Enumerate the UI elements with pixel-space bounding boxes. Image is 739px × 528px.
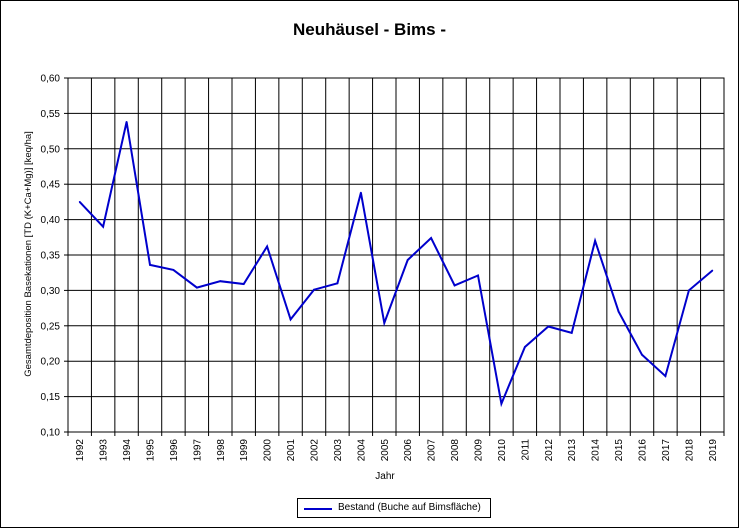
data-point xyxy=(172,268,175,271)
y-tick-label: 0,45 xyxy=(41,180,61,191)
data-point xyxy=(313,288,315,291)
x-tick-label: 1998 xyxy=(216,439,227,462)
y-tick-label: 0,25 xyxy=(41,321,61,332)
data-point xyxy=(336,282,339,285)
data-point xyxy=(453,284,456,287)
data-point xyxy=(266,245,269,248)
data-point xyxy=(500,402,503,405)
x-tick-label: 2002 xyxy=(310,439,321,462)
data-point xyxy=(594,239,597,242)
x-tick-labels: 1992 1993 1994 1995 1996 1997 1998 1999 2000 2001… xyxy=(75,439,719,462)
x-tick-label: 1997 xyxy=(192,439,203,462)
x-tick-label: 2001 xyxy=(286,439,297,462)
data-point xyxy=(430,237,433,239)
y-tick-label: 0,55 xyxy=(41,109,61,120)
x-axis-label: Jahr xyxy=(375,471,395,482)
data-point xyxy=(359,191,362,194)
y-tick-label: 0,10 xyxy=(41,428,61,439)
data-point xyxy=(195,286,198,289)
x-tick-label: 2000 xyxy=(263,439,274,462)
x-tick-label: 2009 xyxy=(474,439,485,462)
x-tick-label: 2010 xyxy=(497,439,508,462)
x-tick-label: 2019 xyxy=(708,439,719,462)
data-point xyxy=(570,331,573,334)
grid-layer xyxy=(64,77,725,436)
data-point xyxy=(78,201,81,203)
data-point xyxy=(523,346,526,348)
x-tick-label: 2017 xyxy=(661,439,672,462)
x-tick-label: 1993 xyxy=(99,439,110,462)
chart-title: Neuhäusel - Bims - xyxy=(292,20,447,39)
data-point xyxy=(125,120,128,123)
y-tick-label: 0,20 xyxy=(41,357,61,368)
y-tick-label: 0,60 xyxy=(41,74,61,85)
y-tick-label: 0,30 xyxy=(41,286,61,297)
x-tick-label: 2014 xyxy=(591,439,602,462)
y-tick-label: 0,50 xyxy=(41,144,61,155)
data-point xyxy=(102,225,105,228)
x-tick-label: 2013 xyxy=(567,439,578,462)
data-point xyxy=(289,318,292,321)
x-tick-label: 2007 xyxy=(427,439,438,462)
x-tick-label: 2018 xyxy=(684,439,695,462)
y-tick-label: 0,40 xyxy=(41,215,61,226)
series-line xyxy=(78,121,713,408)
data-point xyxy=(242,283,245,285)
data-point xyxy=(687,289,690,292)
y-tick-label: 0,15 xyxy=(41,392,61,403)
x-tick-label: 2008 xyxy=(450,439,461,462)
x-tick-label: 2003 xyxy=(333,439,344,462)
data-point xyxy=(711,269,714,272)
legend-line-swatch xyxy=(304,508,332,510)
x-tick-label: 1992 xyxy=(75,439,86,462)
x-tick-label: 1995 xyxy=(146,439,157,462)
legend-label: Bestand (Buche auf Bimsfläche) xyxy=(338,502,481,513)
x-tick-label: 2006 xyxy=(403,439,414,462)
series-layer xyxy=(78,120,714,408)
data-point xyxy=(617,310,620,313)
x-tick-label: 2011 xyxy=(520,439,531,461)
y-tick-labels: 0,10 0,15 0,20 0,25 0,30 0,35 0,40 0,45 0,50 0,55… xyxy=(41,74,61,439)
data-point xyxy=(641,353,643,356)
x-tick-label: 2016 xyxy=(638,439,649,462)
data-point xyxy=(477,274,479,277)
y-tick-label: 0,35 xyxy=(41,251,61,262)
x-tick-label: 2012 xyxy=(544,439,555,462)
x-tick-label: 2004 xyxy=(356,439,367,462)
legend: Bestand (Buche auf Bimsfläche) xyxy=(297,498,491,518)
data-point xyxy=(664,375,667,377)
data-point xyxy=(406,259,409,261)
x-tick-label: 1999 xyxy=(239,439,250,462)
x-tick-label: 1994 xyxy=(122,439,133,462)
data-point xyxy=(149,264,151,266)
data-point xyxy=(383,322,386,324)
data-point xyxy=(547,325,550,328)
x-tick-label: 2015 xyxy=(614,439,625,462)
x-tick-label: 2005 xyxy=(380,439,391,462)
y-axis-label: Gesamtdeposition Basekationen [TD (K+Ca+… xyxy=(23,131,34,377)
data-point xyxy=(219,280,222,283)
x-tick-label: 1996 xyxy=(169,439,180,462)
